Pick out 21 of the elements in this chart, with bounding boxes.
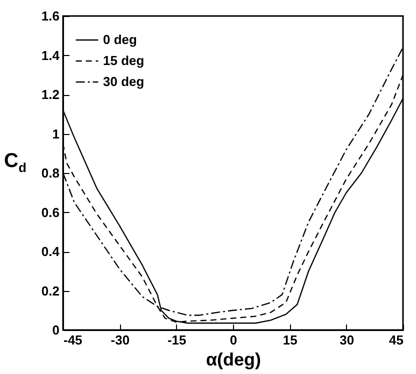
y-tick-label: 0.6 (41, 204, 60, 220)
y-tick-label: 1.6 (41, 8, 60, 24)
y-tick-label: 0.2 (41, 283, 60, 298)
y-tick-label: 0.8 (41, 166, 60, 180)
x-tick-label: -15 (167, 332, 186, 348)
x-tick-label: -45 (64, 332, 82, 348)
y-tick-label: 1.4 (41, 48, 60, 63)
y-axis-title: C$_{d}$ (4, 150, 26, 175)
y-tick-label: 1 (52, 126, 60, 142)
x-tick-label: 45 (389, 332, 404, 348)
x-axis-title: α(deg) (206, 350, 262, 370)
legend-label: 15 deg (103, 53, 144, 68)
legend-label: 0 deg (103, 32, 138, 47)
y-tick-label: 0.4 (41, 244, 60, 259)
x-tick-label: 15 (282, 332, 298, 348)
legend-label: 30 deg (103, 74, 144, 89)
y-tick-label: 0 (52, 322, 60, 338)
x-tick-label: 30 (340, 332, 354, 348)
y-tick-label: 1.2 (41, 87, 60, 102)
x-tick-label: 0 (230, 332, 238, 348)
x-tick-label: -30 (110, 332, 130, 348)
